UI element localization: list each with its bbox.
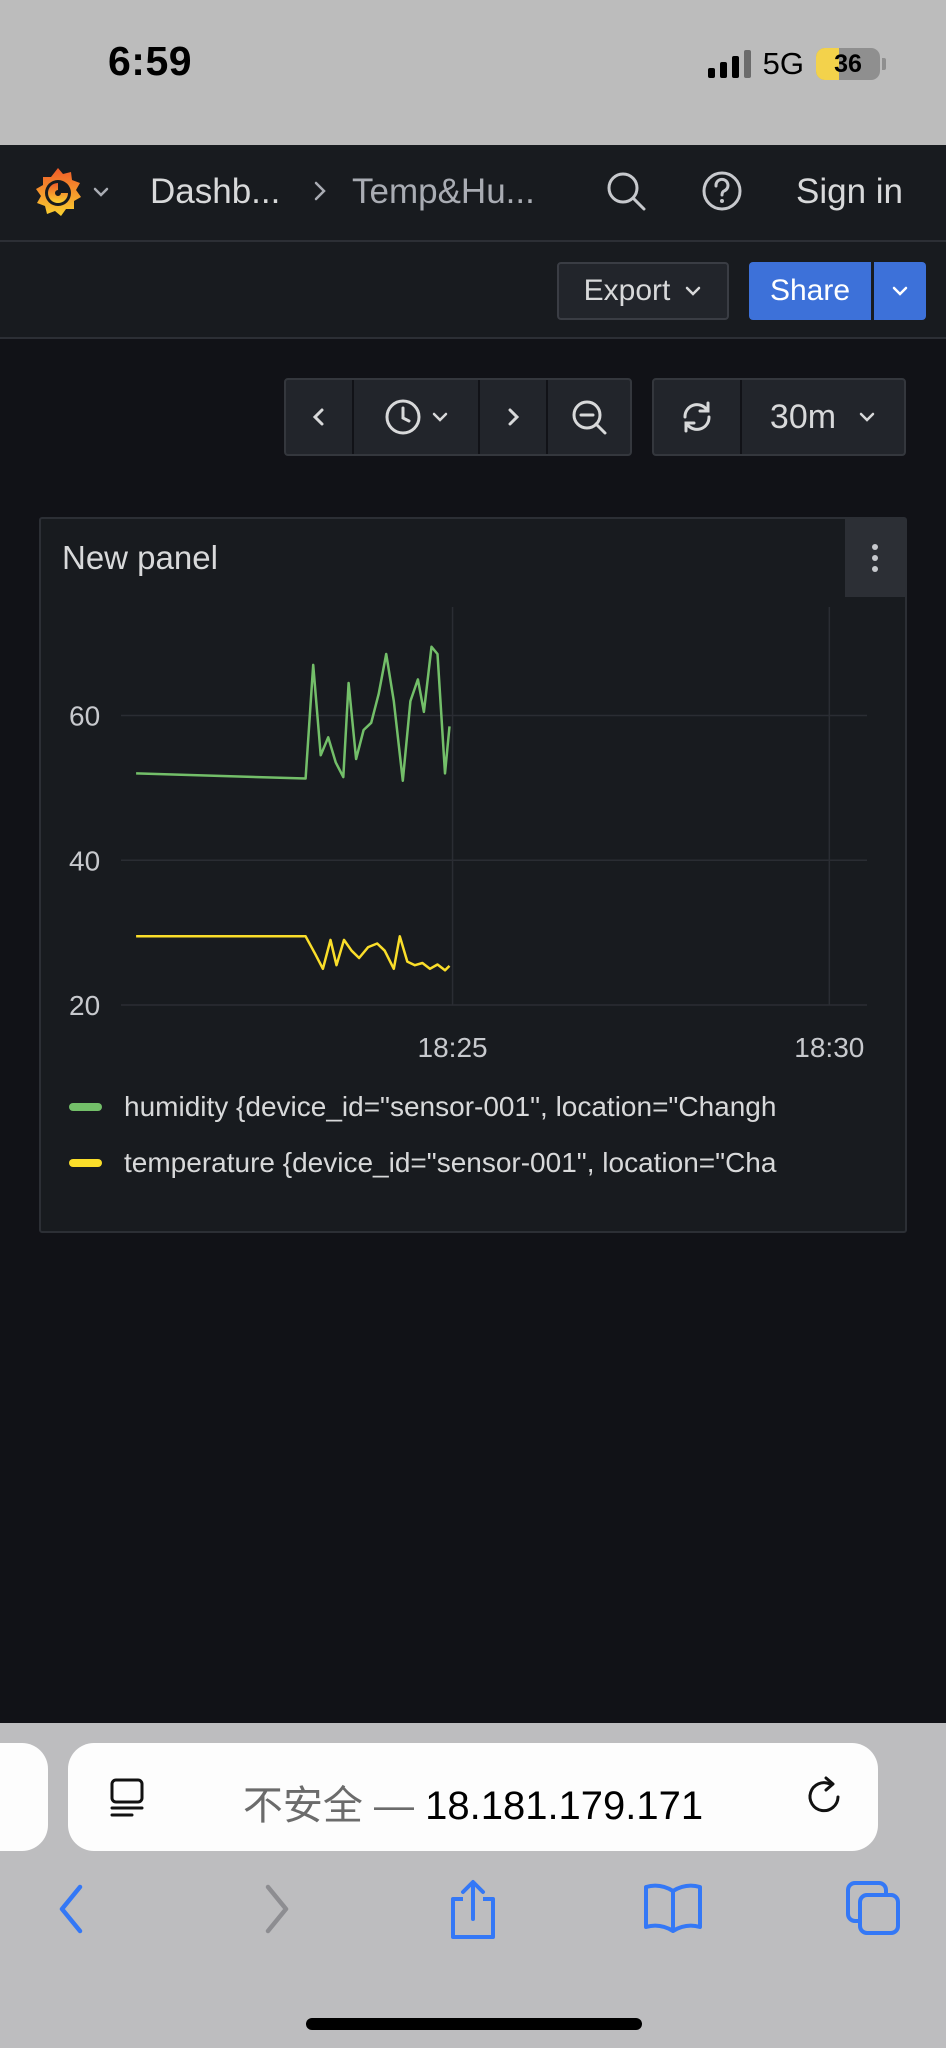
- refresh-icon: [683, 401, 711, 433]
- address-text: 不安全 — 18.181.179.171: [68, 1773, 878, 1831]
- timeseries-panel: New panel 20 40 60 18:25 18:30 humidity {dev…: [39, 517, 907, 1233]
- grafana-logo-icon[interactable]: [30, 165, 86, 221]
- legend-swatch: [69, 1103, 102, 1111]
- address-bar[interactable]: 不安全 — 18.181.179.171: [68, 1743, 878, 1851]
- clock-icon: [385, 399, 421, 435]
- not-secure-label: 不安全 —: [242, 1784, 414, 1828]
- legend-item-humidity[interactable]: humidity {device_id="sensor-001", locati…: [69, 1087, 899, 1127]
- chevron-down-icon: [892, 286, 908, 296]
- previous-tab-preview[interactable]: [0, 1743, 48, 1851]
- refresh-interval-picker[interactable]: 30m: [742, 380, 904, 454]
- battery-percent: 36: [834, 49, 862, 78]
- help-icon[interactable]: [700, 169, 744, 213]
- legend-label: temperature {device_id="sensor-001", loc…: [124, 1147, 777, 1178]
- time-shift-forward-button[interactable]: [480, 380, 548, 454]
- refresh-interval-label: 30m: [769, 397, 837, 436]
- zoom-out-button[interactable]: [548, 380, 630, 454]
- url-host: 18.181.179.171: [425, 1784, 704, 1828]
- legend-label: humidity {device_id="sensor-001", locati…: [124, 1091, 777, 1122]
- search-icon[interactable]: [604, 169, 648, 213]
- time-shift-back-button[interactable]: [286, 380, 354, 454]
- battery-fill: [816, 48, 840, 80]
- chevron-down-icon: [859, 412, 875, 422]
- battery-nub: [882, 58, 886, 70]
- status-time: 6:59: [108, 38, 193, 84]
- chevron-down-icon[interactable]: [92, 183, 110, 201]
- reload-icon[interactable]: [802, 1775, 846, 1819]
- cellular-signal-icon: [707, 50, 751, 78]
- forward-icon[interactable]: [256, 1879, 296, 1939]
- time-picker-button[interactable]: [354, 380, 480, 454]
- sign-in-link[interactable]: Sign in: [796, 172, 904, 211]
- panel-menu-button[interactable]: [845, 519, 905, 597]
- share-button[interactable]: Share: [749, 262, 871, 320]
- y-tick-label: 40: [69, 845, 100, 876]
- chevron-down-icon: [432, 412, 448, 422]
- refresh-button[interactable]: [654, 380, 742, 454]
- chevron-right-icon: [508, 408, 520, 426]
- chevron-left-icon: [312, 408, 324, 426]
- chart-area[interactable]: 20 40 60 18:25 18:30: [41, 597, 905, 1067]
- top-nav: Dashb... Temp&Hu... Sign in: [0, 145, 946, 242]
- network-type: 5G: [762, 46, 804, 81]
- legend-item-temperature[interactable]: temperature {device_id="sensor-001", loc…: [69, 1143, 899, 1183]
- browser-bottom-bar: 不安全 — 18.181.179.171: [0, 1723, 946, 2048]
- more-vertical-icon: [872, 544, 878, 572]
- chevron-down-icon: [686, 286, 701, 296]
- x-tick-label: 18:30: [794, 1032, 864, 1063]
- home-indicator: [306, 2018, 642, 2030]
- battery-icon: 36: [816, 48, 880, 80]
- status-bar: 6:59 5G 36: [0, 0, 946, 145]
- legend-swatch: [69, 1159, 102, 1167]
- series-line-humidity: [136, 645, 451, 782]
- y-tick-label: 60: [69, 701, 100, 732]
- x-tick-label: 18:25: [418, 1032, 488, 1063]
- refresh-controls: 30m: [652, 378, 906, 456]
- export-button[interactable]: Export: [557, 262, 729, 320]
- share-options-button[interactable]: [874, 262, 926, 320]
- status-indicators: 5G 36: [707, 46, 886, 82]
- tabs-icon[interactable]: [844, 1879, 902, 1937]
- export-label: Export: [583, 274, 671, 307]
- panel-title: New panel: [62, 539, 218, 576]
- page-menu-icon[interactable]: [108, 1777, 148, 1819]
- share-icon[interactable]: [446, 1879, 500, 1941]
- chevron-right-icon: [314, 181, 326, 201]
- dashboard-toolbar: Export Share: [0, 242, 946, 339]
- browser-toolbar: [0, 1879, 946, 1949]
- series-line-temperature: [136, 935, 451, 972]
- bookmarks-icon[interactable]: [642, 1879, 704, 1935]
- breadcrumb-dashboards[interactable]: Dashb...: [150, 172, 281, 211]
- back-icon[interactable]: [52, 1879, 92, 1939]
- zoom-out-icon: [572, 400, 607, 435]
- breadcrumb-current-dashboard[interactable]: Temp&Hu...: [352, 172, 535, 211]
- y-tick-label: 20: [69, 990, 100, 1021]
- time-range-controls: [284, 378, 632, 456]
